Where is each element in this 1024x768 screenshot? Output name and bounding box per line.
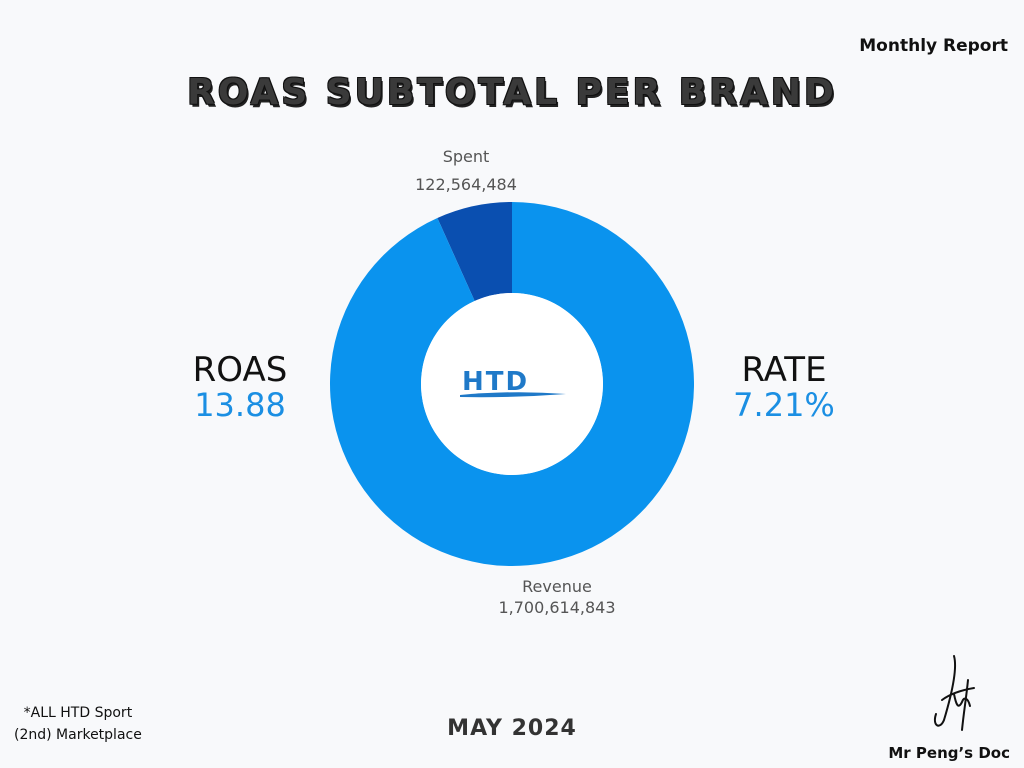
rate-label: RATE (741, 350, 827, 390)
roas-value: 13.88 (194, 386, 286, 424)
donut-slices (330, 202, 695, 566)
signature (934, 655, 975, 731)
logo-text: HTD (462, 367, 529, 397)
author-credit: Mr Peng’s Doc (888, 744, 1010, 762)
rate-value: 7.21% (733, 386, 835, 424)
slice-value-spent: 122,564,484 (415, 175, 517, 194)
donut-hole (421, 293, 603, 475)
logo-swoosh (460, 392, 566, 398)
roas-metric: ROAS 13.88 (180, 352, 300, 422)
slice-label-spent: Spent (443, 147, 490, 166)
donut-slice-spent (437, 202, 512, 301)
footnote: *ALL HTD Sport (2nd) Marketplace (14, 702, 142, 746)
footnote-line-1: *ALL HTD Sport (23, 705, 133, 721)
chart-title: ROAS SUBTOTAL PER BRAND (187, 72, 837, 113)
donut-slice-revenue (330, 202, 695, 566)
htd-logo: HTD (458, 364, 568, 404)
slice-value-revenue: 1,700,614,843 (498, 598, 615, 617)
report-label: Monthly Report (859, 36, 1008, 56)
report-date: MAY 2024 (447, 716, 577, 741)
slice-label-revenue: Revenue (522, 577, 592, 596)
footnote-line-2: (2nd) Marketplace (14, 727, 142, 743)
roas-label: ROAS (192, 350, 288, 390)
rate-metric: RATE 7.21% (722, 352, 846, 422)
